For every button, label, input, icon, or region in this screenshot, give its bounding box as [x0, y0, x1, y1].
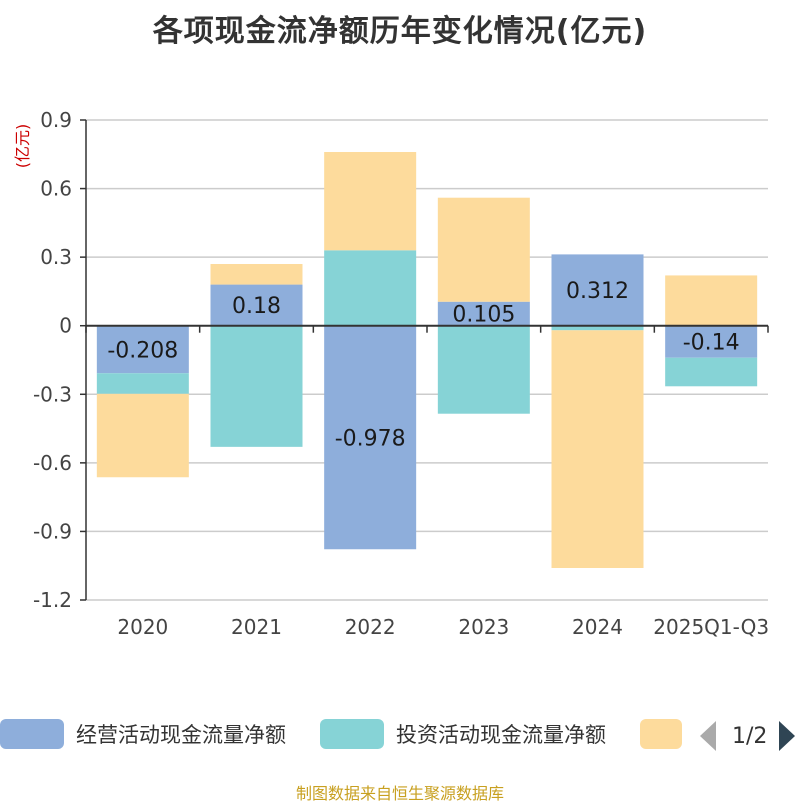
legend: 经营活动现金流量净额 投资活动现金流量净额 1/2: [0, 716, 800, 756]
y-axis-unit-label: (亿元): [13, 124, 32, 169]
y-tick-label: 0: [59, 314, 72, 338]
y-tick-label: 0.6: [40, 177, 72, 201]
x-tick-label: 2024: [572, 615, 623, 639]
x-tick-label: 2020: [117, 615, 168, 639]
bar-operating-2025Q1-Q3[interactable]: [665, 325, 758, 358]
legend-swatch-investing: [320, 719, 384, 749]
bar-financing-2024[interactable]: [551, 330, 644, 568]
legend-swatch-financing: [640, 719, 682, 749]
source-text: 制图数据来自恒生聚源数据库: [295, 784, 504, 803]
bar-investing-2021[interactable]: [210, 325, 303, 447]
pager-next-arrow-icon[interactable]: [779, 721, 796, 751]
data-label-operating-2020: -0.208: [107, 338, 178, 363]
pager-prev-arrow-icon[interactable]: [700, 721, 716, 751]
bar-financing-2020[interactable]: [96, 393, 189, 478]
pager-text: 1/2: [732, 723, 768, 749]
legend-item-financing[interactable]: [640, 716, 682, 752]
bar-operating-2021[interactable]: [210, 284, 303, 326]
bar-operating-2022[interactable]: [324, 325, 417, 550]
legend-swatch-operating: [0, 719, 64, 749]
legend-label-investing: 投资活动现金流量净额: [396, 723, 606, 747]
bar-investing-2025Q1-Q3[interactable]: [665, 357, 758, 387]
data-label-operating-2025Q1-Q3: -0.14: [683, 331, 740, 356]
x-tick-label: 2023: [458, 615, 509, 639]
y-tick-label: -0.3: [33, 382, 72, 406]
y-tick-label: -0.9: [33, 519, 72, 543]
data-label-operating-2023: 0.105: [452, 303, 515, 328]
x-tick-label: 2022: [345, 615, 396, 639]
y-tick-label: -0.6: [33, 451, 72, 475]
bar-financing-2023[interactable]: [437, 197, 530, 302]
label-layer: -0.208 0.18 -0.978 0.105 0.312 -0.14: [107, 279, 739, 451]
x-tick-label: 2025Q1-Q3: [653, 615, 769, 639]
chart-title: 各项现金流净额历年变化情况(亿元): [152, 14, 648, 49]
x-tick-label: 2021: [231, 615, 282, 639]
bar-operating-2020[interactable]: [96, 325, 189, 374]
legend-item-operating[interactable]: 经营活动现金流量净额: [0, 716, 286, 752]
data-label-operating-2022: -0.978: [335, 426, 406, 451]
chart-plot: 0.9 0.6 0.3 0 -0.3 -0.6 -0.9 -1.2 (亿元) 2020 2021 20…: [13, 108, 769, 639]
bar-financing-2021[interactable]: [210, 264, 303, 285]
bar-investing-2024[interactable]: [551, 325, 644, 331]
bar-investing-2023[interactable]: [437, 325, 530, 414]
bar-layer: [96, 152, 758, 568]
y-tick-label: 0.3: [40, 245, 72, 269]
y-tick-label: -1.2: [33, 588, 72, 612]
legend-label-operating: 经营活动现金流量净额: [76, 723, 286, 747]
bar-financing-2025Q1-Q3[interactable]: [665, 275, 758, 326]
bar-financing-2022[interactable]: [324, 152, 417, 251]
legend-item-investing[interactable]: 投资活动现金流量净额: [320, 716, 606, 752]
y-tick-label: 0.9: [40, 108, 72, 132]
data-label-operating-2021: 0.18: [232, 294, 281, 319]
bar-operating-2024[interactable]: [551, 254, 644, 326]
data-label-operating-2024: 0.312: [566, 279, 629, 304]
axis-layer: 0.9 0.6 0.3 0 -0.3 -0.6 -0.9 -1.2 (亿元) 2020 2021 20…: [13, 108, 769, 639]
bar-operating-2023[interactable]: [437, 301, 530, 326]
bar-investing-2020[interactable]: [96, 373, 189, 394]
legend-pager: 1/2: [700, 718, 796, 754]
bar-investing-2022[interactable]: [324, 250, 417, 326]
